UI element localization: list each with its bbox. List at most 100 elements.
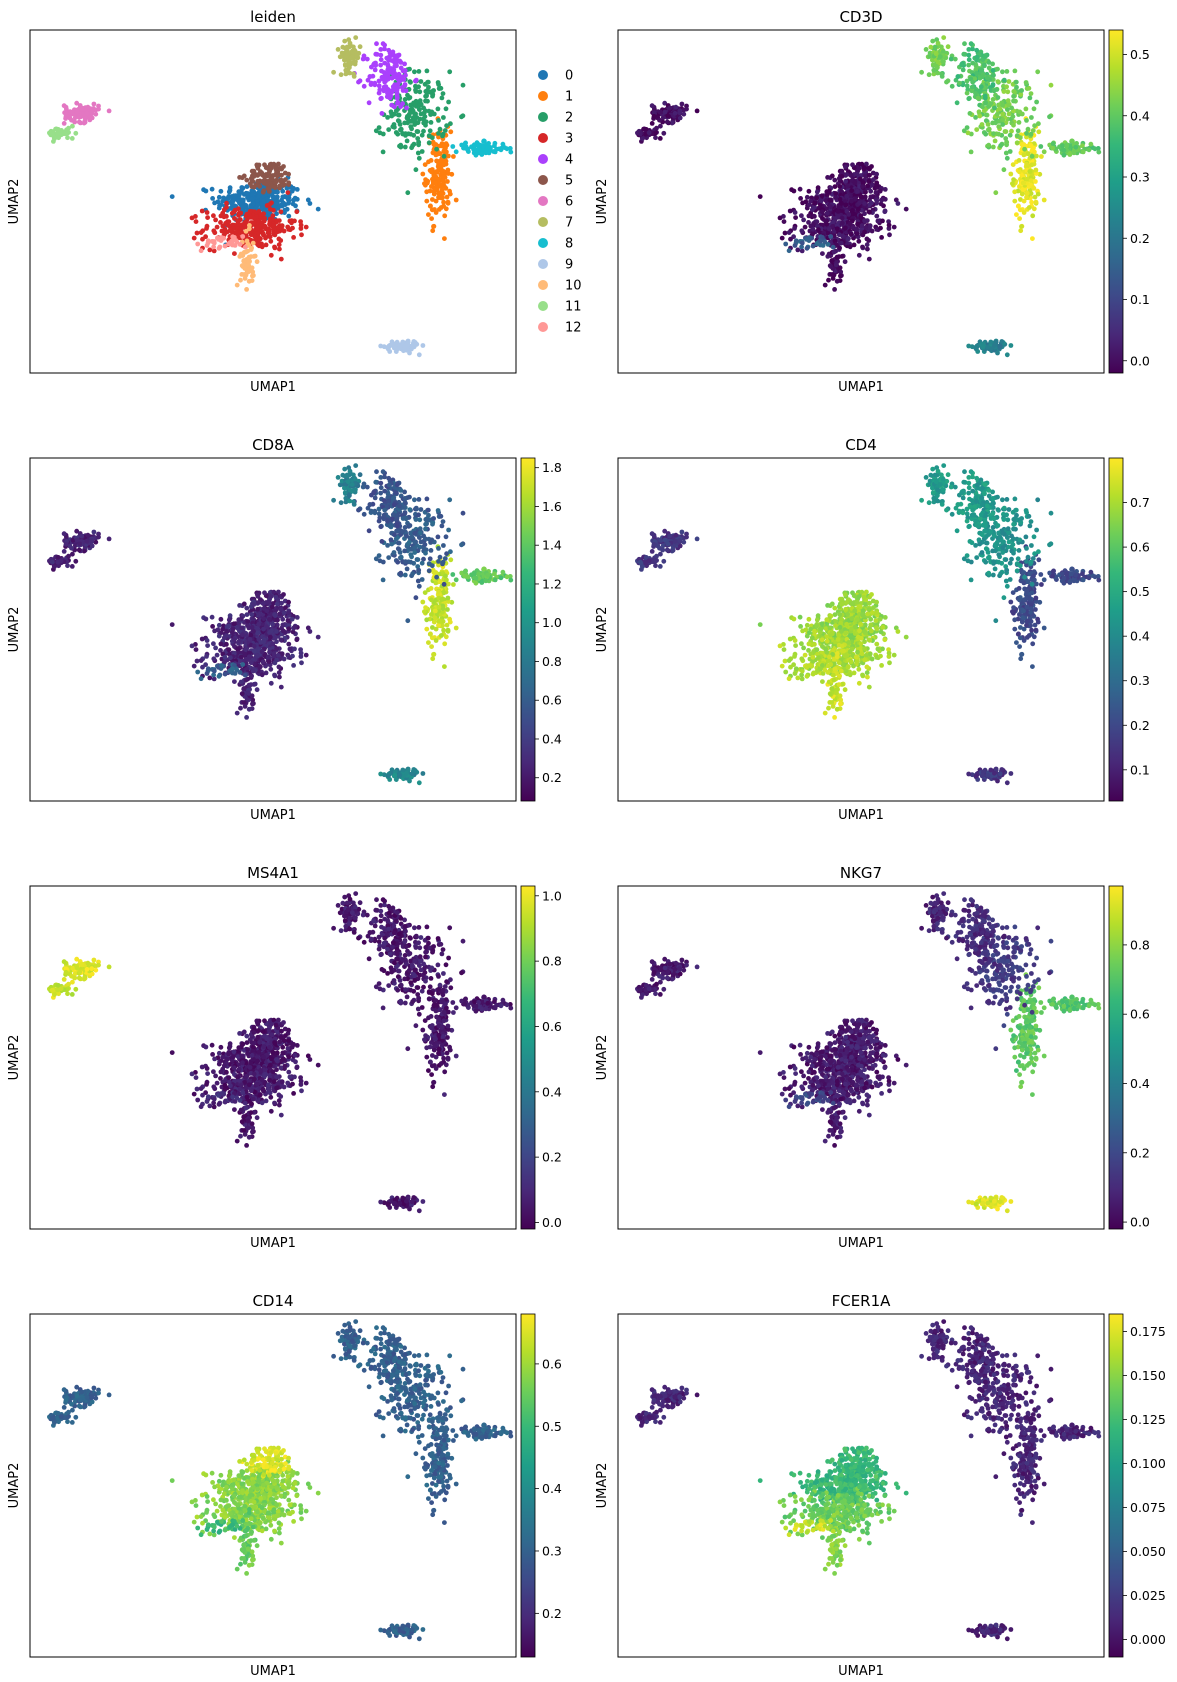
cell-point [390, 84, 396, 90]
cell-point [69, 117, 74, 123]
cell-point [403, 88, 409, 94]
legend-marker [538, 322, 548, 332]
cell-point [198, 230, 204, 236]
cell-point [407, 778, 412, 784]
cell-point [413, 517, 419, 522]
cell-point [962, 41, 967, 47]
cell-point [353, 463, 359, 468]
cell-point [211, 668, 217, 674]
cell-point [432, 187, 438, 193]
cell-point [793, 238, 799, 244]
cell-point [827, 263, 833, 269]
cell-point [903, 206, 909, 212]
cell-point [646, 130, 652, 136]
cell-point [973, 90, 978, 96]
cell-point [395, 540, 401, 546]
cell-point [824, 210, 830, 216]
cell-point [412, 69, 417, 75]
cell-point [417, 89, 423, 95]
cell-point [230, 626, 236, 632]
cell-point [386, 482, 392, 488]
cell-point [246, 706, 252, 712]
cell-point [169, 194, 175, 200]
cell-point [106, 108, 112, 114]
cell-point [281, 228, 287, 234]
cell-point [1017, 216, 1022, 222]
cell-point [204, 671, 210, 676]
cell-point [189, 215, 195, 221]
cell-point [400, 767, 406, 773]
cell-point [473, 147, 479, 153]
cell-point [829, 173, 835, 179]
cell-point [1025, 126, 1031, 132]
cell-point [429, 644, 434, 649]
cell-point [267, 617, 272, 622]
cell-point [483, 150, 489, 156]
cell-point [255, 653, 260, 659]
cell-point [207, 247, 213, 253]
cell-point [249, 184, 255, 189]
cell-point [226, 223, 232, 229]
cell-point [831, 249, 837, 255]
cell-point [855, 221, 860, 227]
y-axis-label: UMAP2 [595, 179, 610, 225]
cell-point [294, 637, 300, 643]
cell-point [815, 185, 821, 191]
cell-point [857, 200, 862, 206]
cell-point [372, 67, 378, 73]
cell-point [281, 164, 286, 169]
cell-point [279, 172, 284, 178]
cell-point [252, 648, 257, 654]
cell-point [1039, 154, 1044, 159]
cell-point [837, 184, 843, 189]
cell-point [395, 131, 401, 137]
cell-point [405, 618, 411, 624]
cell-point [1027, 95, 1033, 101]
cell-point [268, 252, 274, 258]
cell-point [351, 502, 357, 507]
cell-point [1018, 228, 1024, 234]
cell-point [385, 90, 390, 96]
cell-point [871, 177, 876, 183]
cell-point [281, 182, 287, 188]
legend-label: 3 [565, 132, 573, 147]
cell-point [222, 230, 228, 236]
cell-point [415, 136, 421, 141]
cell-point [270, 641, 276, 647]
cell-point [423, 517, 429, 522]
cell-point [1036, 129, 1042, 135]
cell-point [77, 113, 83, 119]
legend-label: 2 [565, 111, 573, 126]
cell-point [435, 508, 441, 513]
cell-point [445, 167, 451, 173]
cell-point [267, 206, 273, 212]
cell-point [421, 128, 426, 134]
legend-label: 0 [565, 69, 573, 84]
cell-point [993, 190, 999, 196]
cell-point [961, 51, 967, 57]
cell-point [878, 225, 883, 231]
cell-point [278, 637, 284, 643]
cell-point [212, 628, 218, 634]
cell-point [1015, 128, 1021, 134]
cell-point [804, 622, 810, 628]
cell-point [385, 773, 391, 779]
cell-point [830, 244, 836, 250]
cell-point [1007, 132, 1013, 138]
cell-point [1029, 115, 1034, 120]
cell-point [255, 630, 260, 636]
cell-point [239, 263, 245, 269]
cell-point [935, 65, 940, 70]
cell-point [74, 100, 80, 106]
cell-point [241, 173, 247, 179]
cell-point [416, 139, 422, 145]
cell-point [814, 195, 820, 201]
cell-point [440, 178, 446, 184]
cell-point [274, 629, 279, 634]
cell-point [818, 198, 824, 204]
cell-point [245, 619, 251, 624]
cell-point [286, 599, 291, 605]
cell-point [844, 193, 850, 199]
cell-point [347, 59, 353, 65]
cell-point [928, 44, 934, 50]
